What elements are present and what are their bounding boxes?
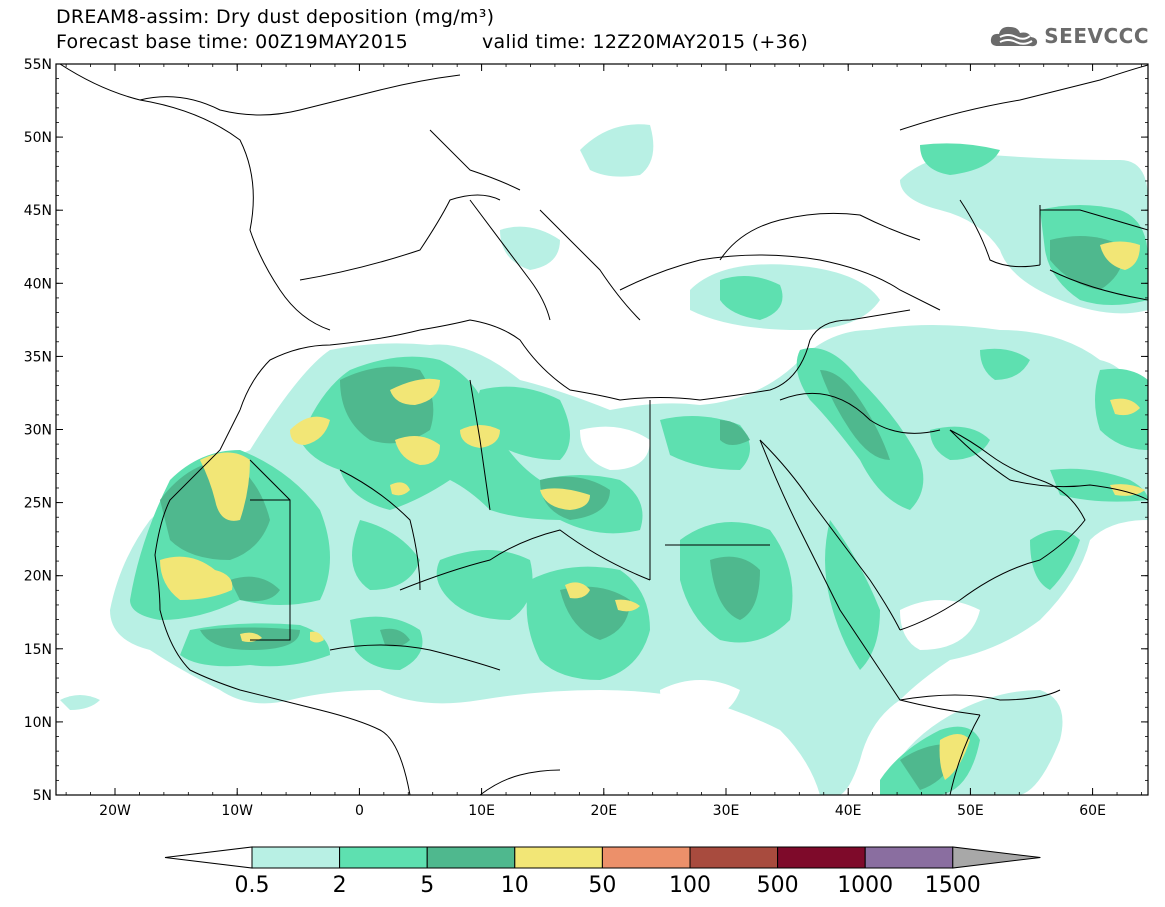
dust-fields xyxy=(60,124,1148,795)
lat-label: 35N xyxy=(24,349,52,365)
legend-label: 1500 xyxy=(925,873,981,898)
seevccc-logo: SEEVCCC xyxy=(988,22,1149,50)
map-title: DREAM8-assim: Dry dust deposition (mg/m³… xyxy=(56,6,495,28)
lon-label: 10W xyxy=(221,803,253,819)
lat-label: 45N xyxy=(24,203,52,219)
lon-label: 60E xyxy=(1079,803,1106,819)
lon-label: 20W xyxy=(99,803,131,819)
legend-label: 10 xyxy=(501,873,529,898)
lon-label: 40E xyxy=(835,803,862,819)
legend-swatch xyxy=(864,846,954,869)
legend-swatch xyxy=(426,846,516,869)
no-deposition-areas xyxy=(410,426,980,760)
lat-label: 15N xyxy=(24,642,52,658)
legend-swatch xyxy=(514,846,603,869)
legend-label: 0.5 xyxy=(235,873,270,898)
legend-swatch xyxy=(601,846,691,869)
lat-label: 20N xyxy=(24,569,52,585)
legend-label: 50 xyxy=(588,873,616,898)
lat-label: 10N xyxy=(24,715,52,731)
legend-swatch xyxy=(777,846,866,869)
legend-swatch xyxy=(339,846,428,869)
lat-label: 50N xyxy=(24,130,52,146)
legend-swatch xyxy=(689,846,779,869)
legend-upper-arrow xyxy=(952,846,1041,869)
legend-label: 100 xyxy=(669,873,711,898)
longitude-axis: 20W 10W 0 10E 20E 30E 40E 50E 60E xyxy=(65,64,1142,819)
level4-areas xyxy=(160,241,1145,780)
legend-lower-arrow xyxy=(164,846,253,869)
color-legend: 0.5 2 5 10 50 100 500 1000 1500 xyxy=(164,846,1041,898)
lat-label: 25N xyxy=(24,496,52,512)
forecast-base-time: Forecast base time: 00Z19MAY2015 xyxy=(56,31,408,53)
lon-label: 20E xyxy=(590,803,617,819)
lat-label: 40N xyxy=(24,276,52,292)
lon-label: 30E xyxy=(713,803,740,819)
legend-label: 500 xyxy=(757,873,799,898)
lat-label: 30N xyxy=(24,423,52,439)
lon-label: 10E xyxy=(468,803,495,819)
cloud-logo-icon xyxy=(991,26,1038,47)
lon-label: 0 xyxy=(355,803,364,819)
legend-label: 2 xyxy=(333,873,347,898)
latitude-axis: 55N 50N 45N 40N 35N 30N 25N 20N 15N 10N 5N xyxy=(24,57,1148,804)
lon-label: 50E xyxy=(957,803,984,819)
legend-label: 1000 xyxy=(837,873,893,898)
coastlines xyxy=(59,64,1148,795)
legend-swatch xyxy=(251,846,341,869)
legend-label: 5 xyxy=(420,873,434,898)
lat-label: 5N xyxy=(33,788,52,804)
lat-label: 55N xyxy=(24,57,52,73)
valid-time: valid time: 12Z20MAY2015 (+36) xyxy=(482,31,809,53)
logo-text: SEEVCCC xyxy=(1044,24,1149,48)
